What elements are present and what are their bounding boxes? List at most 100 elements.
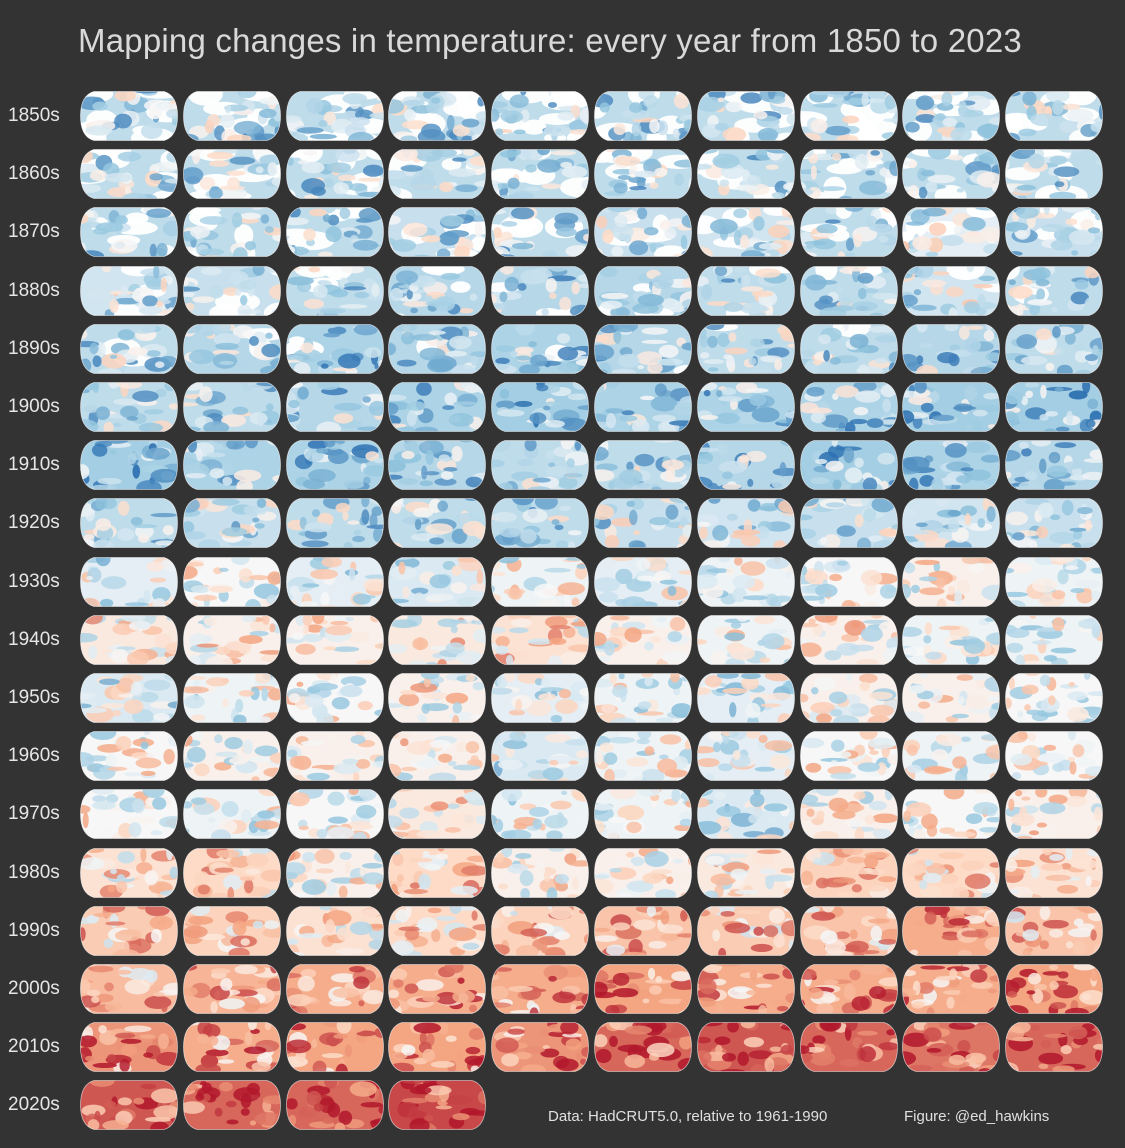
year-map-1881 [182,265,281,316]
year-map-1994 [491,905,590,956]
year-map-1911 [182,440,281,491]
year-map-2001 [182,964,281,1014]
decade-label: 1940s [8,628,60,650]
year-map-1906 [696,382,795,432]
year-map-1874 [491,207,590,258]
decade-label: 2010s [8,1036,60,1058]
year-map-1966 [696,731,795,782]
year-map-1928 [902,498,1001,549]
year-map-1974 [491,789,590,840]
year-map-1878 [902,207,1001,258]
year-map-1969 [1005,731,1104,782]
year-map-2022 [285,1080,384,1131]
year-map-1852 [285,91,384,141]
year-map-1961 [182,731,281,782]
year-map-1990 [80,905,178,956]
year-map-1957 [799,673,898,723]
year-map-1871 [182,207,281,258]
year-map-1959 [1005,673,1104,723]
year-map-1902 [285,382,384,432]
year-map-1858 [902,91,1001,141]
year-map-1905 [594,382,692,432]
decade-label: 1880s [8,279,60,301]
year-map-2000 [80,964,178,1014]
year-map-1895 [594,323,692,374]
year-map-1960 [80,731,178,782]
year-map-1882 [285,265,384,316]
year-map-1910 [80,440,178,491]
year-map-1941 [182,614,281,665]
year-map-2002 [285,964,384,1014]
year-map-1915 [594,440,692,491]
year-map-1922 [285,498,384,549]
year-map-2016 [696,1022,795,1073]
year-map-1868 [902,149,1001,200]
year-map-1986 [696,847,795,898]
year-map-1885 [594,265,692,316]
year-map-1973 [388,789,487,840]
year-map-1971 [182,789,281,840]
year-map-1942 [285,614,384,665]
year-map-1935 [594,556,692,607]
year-map-1938 [902,556,1001,607]
year-map-1917 [799,440,898,491]
year-map-1901 [182,382,281,432]
year-map-1873 [388,207,487,258]
year-map-2004 [491,964,590,1014]
year-map-1985 [594,847,692,898]
year-map-1880 [80,265,178,316]
decade-label: 1870s [8,221,60,243]
year-map-1867 [799,149,898,200]
year-map-1918 [902,440,1001,491]
year-map-1919 [1005,440,1104,491]
year-map-1937 [799,556,898,607]
year-map-2018 [902,1022,1001,1073]
decade-label: 1990s [8,919,60,941]
year-map-1979 [1005,789,1104,840]
year-map-1875 [594,207,692,258]
year-map-2021 [182,1080,281,1131]
decade-label: 1980s [8,861,60,883]
year-map-1975 [594,789,692,840]
year-map-1954 [491,673,590,723]
decade-label: 1850s [8,105,60,126]
year-map-1998 [902,905,1001,956]
year-map-2011 [182,1022,281,1073]
year-map-1988 [902,847,1001,898]
year-map-1982 [285,847,384,898]
year-map-1853 [388,91,487,141]
year-map-1933 [388,556,487,607]
year-map-2009 [1005,964,1104,1014]
decade-label: 1930s [8,570,60,592]
year-map-1952 [285,673,384,723]
year-map-1886 [696,265,795,316]
year-map-1872 [285,207,384,258]
year-map-1887 [799,265,898,316]
year-map-1921 [182,498,281,549]
year-map-1995 [594,905,692,956]
year-map-1949 [1005,614,1104,665]
year-map-1883 [388,265,487,316]
year-map-1991 [182,905,281,956]
year-map-1976 [696,789,795,840]
year-map-1891 [182,323,281,374]
year-map-1899 [1005,323,1104,374]
data-source-credit: Data: HadCRUT5.0, relative to 1961-1990 [548,1108,828,1125]
year-map-1859 [1005,91,1104,141]
year-map-1870 [80,207,178,258]
year-map-1857 [799,91,898,141]
decade-label: 1900s [8,396,60,417]
year-map-1981 [182,847,281,898]
year-map-1967 [799,731,898,782]
year-map-1958 [902,673,1001,723]
year-map-1862 [285,149,384,200]
year-map-1984 [491,847,590,898]
year-map-1963 [388,731,487,782]
year-map-2008 [902,964,1001,1014]
year-map-1940 [80,614,178,665]
year-map-1898 [902,323,1001,374]
figure-credit: Figure: @ed_hawkins [904,1108,1050,1125]
year-map-2013 [388,1022,487,1073]
year-map-1983 [388,847,487,898]
